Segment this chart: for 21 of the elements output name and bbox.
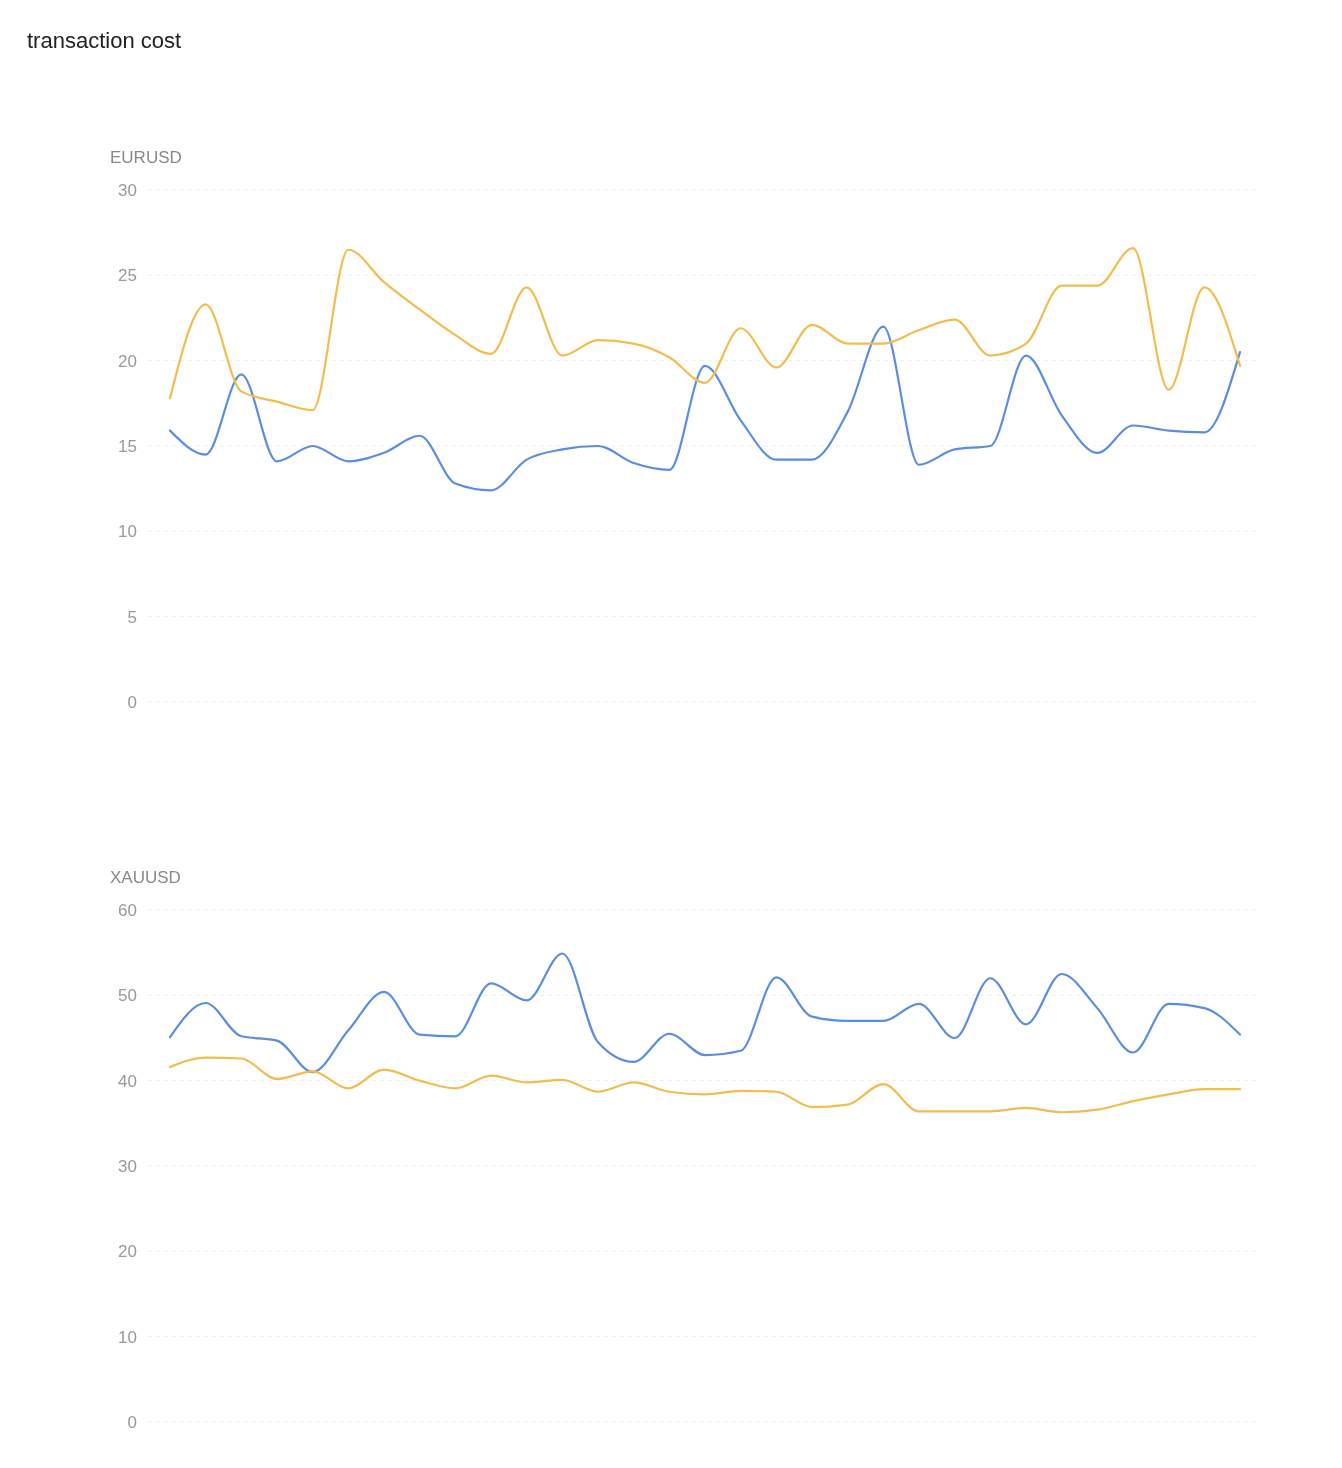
line-series: [168, 246, 1242, 412]
y-tick-label: 0: [127, 1412, 137, 1432]
y-tick-label: 20: [118, 1242, 137, 1262]
chart-title: transaction cost: [27, 28, 182, 53]
y-tick-label: 30: [118, 180, 137, 200]
y-tick-label: 50: [118, 986, 137, 1006]
y-tick-label: 10: [118, 522, 137, 542]
y-axis-title: EURUSD: [110, 148, 182, 167]
y-tick-label: 25: [118, 266, 137, 286]
line-series: [168, 325, 1242, 492]
y-tick-label: 10: [118, 1327, 137, 1347]
y-tick-label: 60: [118, 900, 137, 920]
line-series: [168, 952, 1242, 1074]
y-tick-label: 0: [127, 692, 137, 712]
y-tick-label: 40: [118, 1071, 137, 1091]
y-tick-label: 15: [118, 436, 137, 456]
y-tick-label: 5: [127, 607, 137, 627]
y-tick-label: 30: [118, 1156, 137, 1176]
line-series: [168, 1056, 1242, 1114]
y-axis-title: XAUUSD: [110, 868, 181, 887]
y-tick-label: 20: [118, 351, 137, 371]
